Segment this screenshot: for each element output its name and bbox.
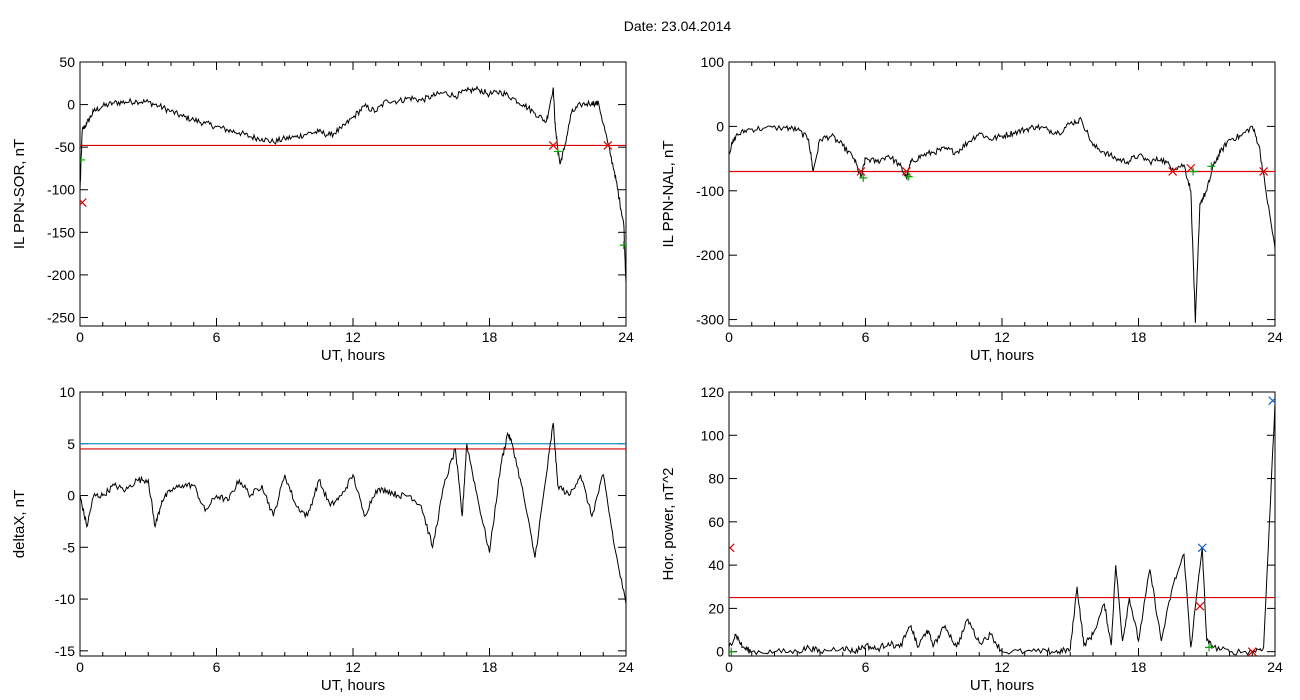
marker-plus (1205, 643, 1214, 652)
y-tick-label: -300 (696, 312, 724, 328)
x-tick-label: 24 (1267, 329, 1283, 345)
panel-ppn-sor: 0 6 12 18 24 50 0 -50 -100 -150 -200 -250 UT, hours I… (11, 54, 634, 364)
plot-frame (79, 391, 627, 657)
y-tick-label: -15 (55, 643, 75, 659)
marker-plus (729, 647, 736, 656)
x-tick-label: 18 (1131, 659, 1147, 675)
marker-x (1197, 543, 1207, 553)
y-tick-label: 120 (701, 384, 725, 400)
panel-deltax: 0 6 12 18 24 10 5 0 -5 -10 -15 UT, hours deltaX, nT (11, 384, 634, 694)
y-tick-label: 20 (708, 600, 724, 616)
y-tick-label: -200 (47, 267, 75, 283)
page-title: Date: 23.04.2014 (623, 18, 732, 34)
y-tick-label: 40 (708, 557, 724, 573)
y-tick-label: -200 (696, 247, 724, 263)
x-tick-label: 6 (862, 329, 870, 345)
plot-frame (79, 61, 627, 327)
marker-plus (1189, 167, 1198, 176)
x-tick-label: 24 (1267, 659, 1283, 675)
y-tick-label: 0 (716, 644, 724, 660)
y-tick-label: -250 (47, 309, 75, 325)
x-axis-label: UT, hours (321, 677, 385, 694)
x-tick-label: 0 (725, 329, 733, 345)
x-tick-label: 12 (345, 329, 361, 345)
plot-area (729, 116, 1275, 323)
marker-x (1195, 601, 1205, 611)
marker-x (80, 198, 87, 207)
y-tick-label: -100 (696, 183, 724, 199)
x-tick-label: 6 (862, 659, 870, 675)
marker-plus (80, 155, 86, 164)
plot-area (80, 85, 626, 284)
marker-plus (553, 147, 562, 156)
y-tick-label: 5 (67, 436, 75, 452)
marker-x (1259, 167, 1269, 176)
y-axis-label: Hor. power, nT^2 (660, 468, 677, 581)
y-axis-label: IL PPN-NAL, nT (660, 141, 677, 248)
marker-plus (904, 172, 913, 181)
marker-x (1247, 647, 1257, 656)
y-tick-label: 50 (59, 54, 75, 70)
marker-plus (859, 173, 868, 182)
x-axis-label: UT, hours (970, 677, 1034, 694)
x-tick-label: 18 (1131, 329, 1147, 345)
y-tick-label: 0 (67, 97, 75, 113)
y-tick-label: -10 (55, 591, 75, 607)
plot-frame (728, 61, 1276, 327)
y-tick-label: 100 (701, 427, 725, 443)
y-tick-label: 100 (701, 54, 725, 70)
x-tick-label: 6 (213, 659, 221, 675)
y-tick-label: -5 (63, 539, 76, 555)
plot-area (729, 396, 1275, 656)
x-axis-label: UT, hours (321, 347, 385, 364)
y-tick-label: -150 (47, 224, 75, 240)
y-tick-label: 0 (67, 488, 75, 504)
y-tick-label: 10 (59, 384, 75, 400)
x-tick-label: 12 (345, 659, 361, 675)
y-tick-label: 60 (708, 514, 724, 530)
x-tick-label: 0 (76, 329, 84, 345)
y-axis-label: deltaX, nT (11, 490, 28, 558)
series-line (729, 116, 1275, 323)
x-tick-label: 24 (618, 659, 634, 675)
marker-x (603, 141, 613, 150)
series-line (80, 85, 626, 284)
x-axis-label: UT, hours (970, 347, 1034, 364)
marker-plus (1207, 162, 1216, 171)
x-tick-label: 12 (994, 659, 1010, 675)
panel-ppn-nal: 0 6 12 18 24 100 0 -100 -200 -300 UT, hours IL PPN-… (660, 54, 1283, 364)
marker-x (729, 543, 735, 553)
plot-area (80, 423, 626, 605)
x-tick-label: 18 (482, 659, 498, 675)
plot-frame (728, 391, 1276, 657)
panel-hor-power: 0 6 12 18 24 120 100 80 60 40 20 0 UT, hours Hor. pow… (660, 384, 1283, 694)
y-tick-label: -50 (55, 139, 75, 155)
marker-x (1168, 167, 1178, 176)
marker-x (548, 141, 558, 150)
series-line (729, 402, 1275, 656)
y-axis-label: IL PPN-SOR, nT (11, 139, 28, 249)
y-tick-label: 0 (716, 118, 724, 134)
x-tick-label: 18 (482, 329, 498, 345)
x-tick-label: 12 (994, 329, 1010, 345)
series-line (80, 423, 626, 605)
marker-x (1268, 396, 1275, 406)
y-tick-label: 80 (708, 471, 724, 487)
x-tick-label: 0 (725, 659, 733, 675)
marker-plus (619, 241, 626, 250)
x-tick-label: 6 (213, 329, 221, 345)
y-tick-label: -100 (47, 182, 75, 198)
x-tick-label: 0 (76, 659, 84, 675)
x-tick-label: 24 (618, 329, 634, 345)
